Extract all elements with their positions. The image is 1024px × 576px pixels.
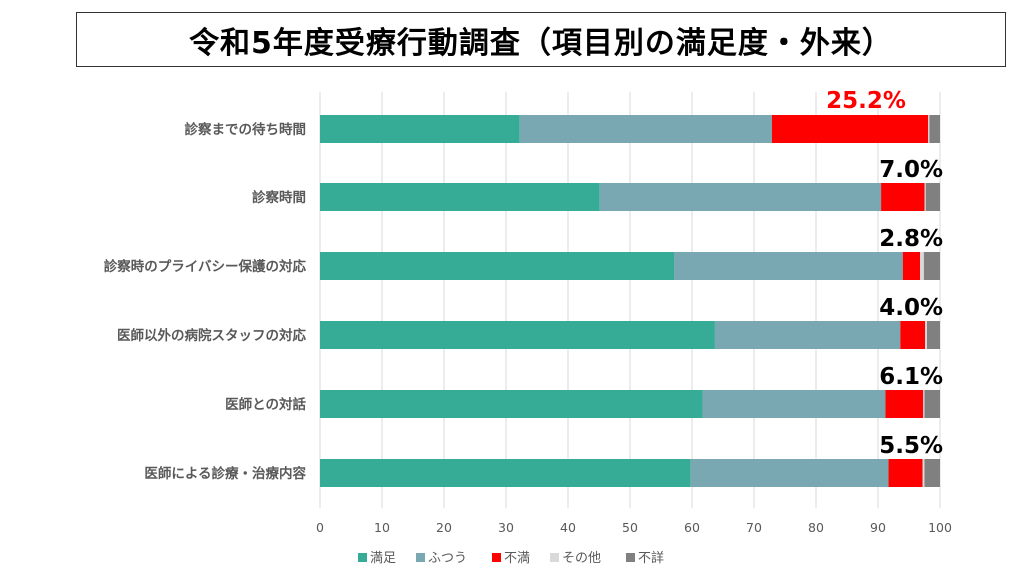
legend-label: 満足 [370, 551, 396, 566]
bar-ふつう [702, 390, 886, 418]
annotation-label: 5.5% [879, 433, 943, 459]
legend-label: 不詳 [638, 550, 664, 566]
x-tick-label: 40 [560, 520, 576, 535]
legend-swatch-満足 [358, 553, 367, 562]
annotation-label: 25.2% [826, 88, 906, 114]
x-tick-label: 10 [374, 520, 390, 535]
bar-不満 [885, 390, 924, 418]
bar-不満 [771, 115, 929, 143]
bar-ふつう [599, 183, 882, 211]
x-tick-label: 90 [870, 520, 886, 535]
x-tick-label: 80 [808, 520, 824, 535]
category-label: 医師との対話 [225, 396, 306, 413]
annotation-label: 2.8% [879, 226, 943, 252]
bar-満足 [320, 321, 715, 349]
x-tick-label: 50 [622, 520, 638, 535]
bar-満足 [320, 252, 675, 280]
annotation-label: 6.1% [879, 364, 943, 390]
bar-不満 [902, 252, 921, 280]
legend-swatch-その他 [550, 553, 559, 562]
x-tick-label: 100 [928, 520, 952, 535]
bar-不詳 [926, 321, 940, 349]
x-tick-label: 70 [746, 520, 762, 535]
bar-不満 [900, 321, 926, 349]
annotation-label: 7.0% [879, 157, 943, 183]
bar-その他 [928, 115, 930, 143]
bar-不詳 [925, 183, 940, 211]
bar-不満 [888, 459, 923, 487]
bar-不満 [881, 183, 925, 211]
bar-不詳 [923, 252, 940, 280]
legend-swatch-不詳 [626, 553, 635, 562]
annotation-label: 4.0% [879, 295, 943, 321]
bar-その他 [925, 321, 927, 349]
x-tick-label: 30 [498, 520, 514, 535]
bar-ふつう [519, 115, 772, 143]
bar-不詳 [924, 390, 940, 418]
bar-その他 [922, 459, 925, 487]
bar-その他 [924, 183, 926, 211]
bar-ふつう [714, 321, 901, 349]
bar-満足 [320, 115, 520, 143]
bar-不詳 [924, 459, 940, 487]
bar-満足 [320, 183, 600, 211]
category-label: 診察までの待ち時間 [185, 121, 307, 138]
x-tick-label: 0 [316, 520, 324, 535]
bar-ふつう [674, 252, 903, 280]
category-label: 医師以外の病院スタッフの対応 [117, 327, 306, 344]
category-label: 診察時間 [252, 189, 306, 206]
legend-label: ふつう [428, 551, 467, 566]
legend-label: 不満 [504, 551, 530, 566]
x-tick-label: 60 [684, 520, 700, 535]
bar-その他 [923, 390, 925, 418]
category-label: 医師による診療・治療内容 [144, 465, 306, 482]
bar-満足 [320, 390, 703, 418]
chart-title-box: 令和5年度受療行動調査（項目別の満足度・外来） [76, 12, 1006, 67]
x-tick-label: 20 [436, 520, 452, 535]
chart-title: 令和5年度受療行動調査（項目別の満足度・外来） [189, 25, 893, 61]
bar-不詳 [929, 115, 940, 143]
bar-満足 [320, 459, 691, 487]
legend-swatch-不満 [492, 553, 501, 562]
legend-swatch-ふつう [416, 553, 425, 562]
category-label: 診察時のプライバシー保護の対応 [104, 258, 307, 275]
bar-その他 [920, 252, 924, 280]
bar-ふつう [690, 459, 889, 487]
legend-label: その他 [562, 551, 601, 566]
